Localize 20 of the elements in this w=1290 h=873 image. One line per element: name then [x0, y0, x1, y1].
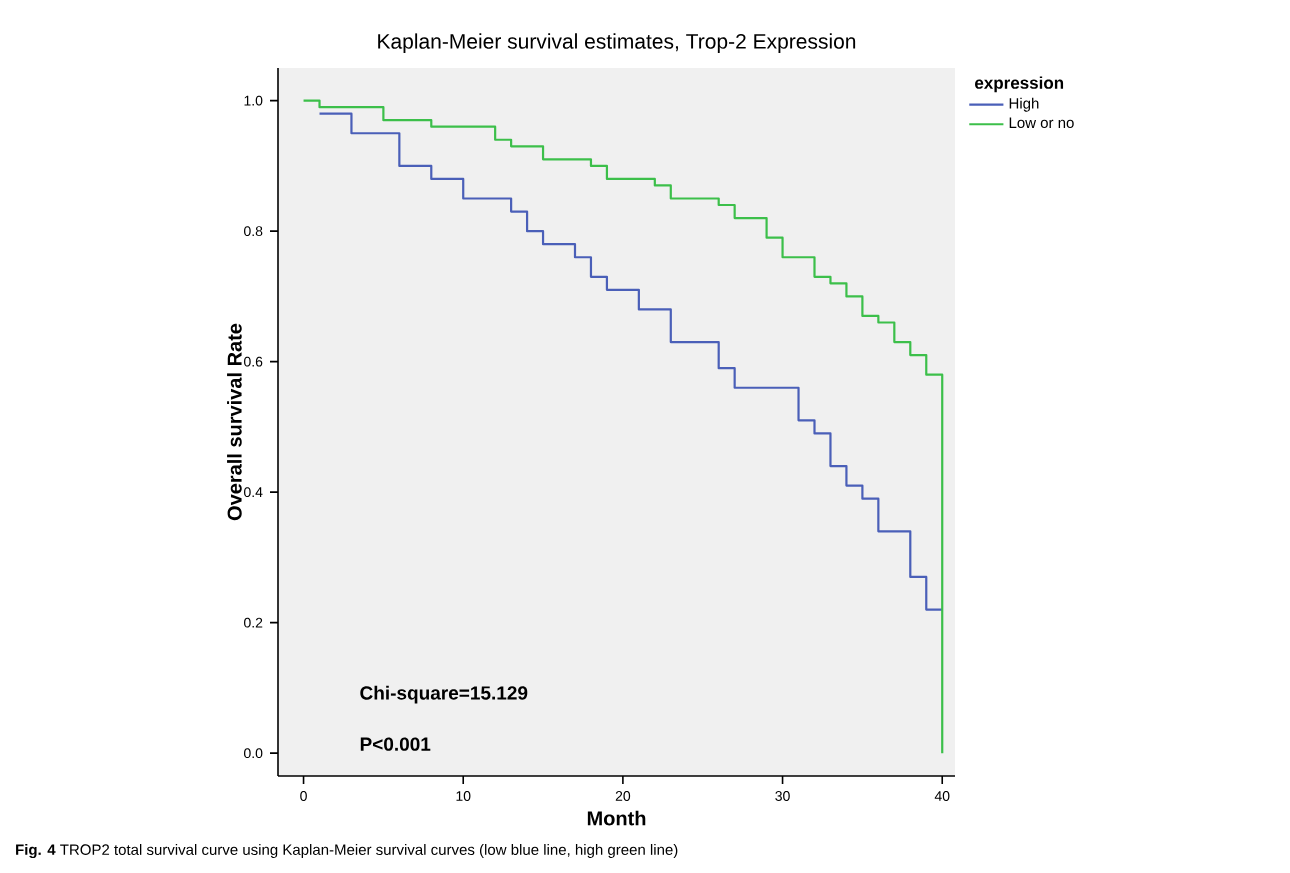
text: Fig. 4 TROP2 total survival curve using Kaplan-Meier survival curves (low blue line, high green line) — [16, 843, 678, 859]
legend-title: expression — [975, 76, 1064, 93]
chart-title: Kaplan-Meier survival estimates, Trop-2 Expression — [378, 33, 856, 53]
x-tick-label: 30 — [775, 791, 790, 801]
x-tick-label: 0 — [300, 791, 307, 801]
annotation: P<0.001 — [360, 737, 431, 751]
y-axis-title: Overall survival Rate — [227, 323, 242, 521]
x-tick-label: 10 — [456, 791, 471, 801]
y-tick-label: 0.8 — [244, 226, 263, 237]
y-tick-label: 0.0 — [244, 748, 263, 759]
y-tick-label: 0.4 — [244, 487, 263, 498]
x-axis-title: Month — [587, 810, 646, 826]
y-tick-label: 1.0 — [244, 95, 263, 106]
legend-label: High — [1009, 97, 1039, 112]
annotation: Chi-square=15.129 — [360, 685, 528, 704]
x-tick-label: 40 — [934, 791, 950, 801]
legend-label: Low or no — [1009, 117, 1074, 129]
y-tick-label: 0.6 — [244, 356, 263, 367]
y-tick-label: 0.2 — [244, 617, 263, 628]
x-tick-label: 20 — [615, 791, 631, 801]
